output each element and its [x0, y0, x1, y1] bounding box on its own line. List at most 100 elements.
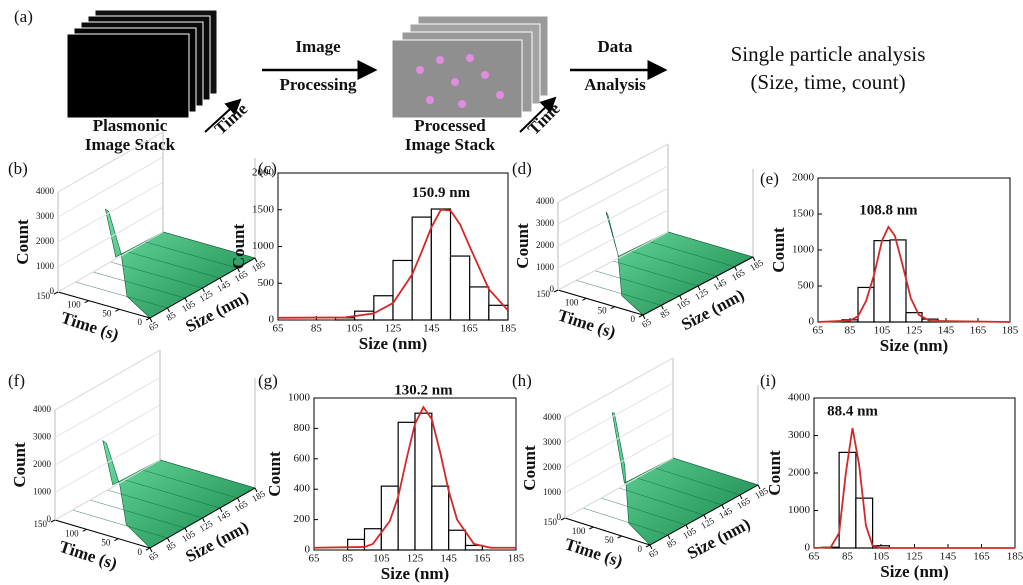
x-tick-label: 145	[717, 505, 734, 521]
x-tick-label: 85	[845, 325, 857, 337]
z-axis-label: Count	[513, 223, 532, 269]
peak-label: 130.2 nm	[394, 383, 453, 399]
y-tick-label: 4000	[788, 392, 811, 404]
x-tick-label: 85	[311, 323, 323, 335]
grid-line	[58, 157, 163, 217]
panel-a: (a) Plasmonic Image Stack Time Image Pro…	[14, 7, 925, 154]
bar	[470, 287, 489, 320]
x-tick-label: 105	[675, 296, 692, 312]
z-tick-label: 3000	[33, 432, 52, 442]
y-tick-label: 600	[294, 452, 311, 464]
grid-line	[565, 408, 673, 468]
z-tick-label: 3000	[536, 218, 555, 228]
x-axis-label: Size (nm)	[182, 517, 251, 566]
x-tick-label: 125	[198, 518, 215, 534]
bar	[906, 313, 922, 322]
result-label: Single particle analysis	[731, 42, 926, 66]
x-tick-label: 105	[873, 551, 890, 563]
z-axis-label: Count	[13, 219, 32, 265]
z-tick-label: 2000	[543, 462, 562, 472]
z-tick-label: 0	[47, 514, 52, 524]
y-tick	[561, 518, 565, 520]
z-tick-label: 0	[550, 284, 555, 294]
y-tick	[618, 536, 622, 538]
y-tick	[54, 292, 58, 294]
y-tick	[85, 301, 89, 303]
y-tick-label: 150	[537, 289, 551, 299]
y-tick	[114, 539, 118, 541]
y-tick-label: 150	[544, 517, 558, 527]
result-label: (Size, time, count)	[750, 70, 905, 94]
raw-stack	[67, 10, 217, 118]
x-tick-label: 165	[474, 553, 491, 565]
step-label: Data	[598, 37, 633, 56]
bar	[348, 539, 365, 550]
z-tick-label: 0	[50, 286, 55, 296]
y-tick-label: 200	[294, 513, 311, 525]
y-tick-label: 100	[65, 528, 79, 538]
x-tick-label: 165	[970, 325, 987, 337]
x-tick-label: 145	[712, 277, 729, 293]
x-tick-label: 165	[730, 267, 747, 283]
y-tick	[83, 529, 87, 531]
z-tick-label: 4000	[543, 412, 562, 422]
y-tick	[115, 309, 119, 311]
stack-label: Plasmonic	[93, 116, 168, 135]
y-tick-label: 800	[294, 422, 311, 434]
x-tick-label: 65	[309, 553, 321, 565]
y-tick-label: 0	[305, 544, 311, 556]
peak-label: 88.4 nm	[827, 403, 878, 419]
x-tick-label: 165	[233, 268, 250, 284]
y-tick-label: 1000	[788, 504, 811, 516]
y-tick	[611, 307, 615, 309]
z-tick-label: 1000	[543, 487, 562, 497]
z-tick-label: 2000	[36, 236, 55, 246]
y-tick-label: 0	[269, 314, 275, 326]
x-tick-label: 145	[215, 278, 232, 294]
y-tick-label: 50	[605, 535, 615, 545]
x-tick-label: 85	[342, 553, 354, 565]
panel-label: (e)	[760, 169, 779, 188]
x-tick-label: 65	[273, 323, 285, 335]
x-tick-label: 65	[147, 549, 160, 562]
y-tick	[51, 520, 55, 522]
x-tick-label: 125	[693, 286, 710, 302]
grid-line	[55, 378, 160, 438]
x-tick-label: 105	[346, 323, 363, 335]
x-axis-label: Size (nm)	[880, 336, 948, 355]
x-tick-label: 165	[233, 498, 250, 514]
grid-line	[558, 166, 668, 224]
x-tick-label: 185	[250, 258, 267, 274]
y-tick	[146, 318, 150, 320]
y-tick-label: 50	[598, 306, 608, 316]
y-tick-label: 0	[138, 317, 143, 327]
x-tick-label: 65	[809, 551, 821, 563]
x-tick-label: 65	[147, 319, 160, 332]
x-tick-label: 65	[647, 546, 660, 559]
processed-stack	[392, 16, 548, 118]
bar	[432, 486, 449, 550]
x-tick-label: 165	[973, 551, 990, 563]
x-tick-label: 125	[198, 288, 215, 304]
y-tick-label: 0	[805, 542, 811, 554]
y-tick-label: 1500	[252, 203, 275, 215]
x-tick-label: 145	[440, 553, 457, 565]
z-tick-label: 4000	[33, 404, 52, 414]
y-tick-label: 2000	[792, 172, 815, 184]
y-axis-label: Count	[265, 451, 284, 497]
y-tick	[146, 548, 150, 550]
y-tick-label: 100	[565, 297, 579, 307]
x-tick-label: 105	[180, 528, 197, 544]
peak-label: 150.9 nm	[412, 185, 471, 201]
x-tick-label: 65	[813, 325, 825, 337]
z-tick-label: 2000	[536, 240, 555, 250]
x-tick-label: 85	[665, 536, 678, 549]
y-tick	[554, 290, 558, 292]
x-tick-label: 85	[842, 551, 854, 563]
figure: (a) Plasmonic Image Stack Time Image Pro…	[0, 0, 1023, 585]
panel-label: (g)	[258, 371, 278, 390]
x-axis-label: Size (nm)	[381, 564, 449, 583]
x-tick-label: 85	[165, 309, 178, 322]
x-tick-label: 125	[699, 515, 716, 531]
time-label: Time	[211, 99, 252, 138]
